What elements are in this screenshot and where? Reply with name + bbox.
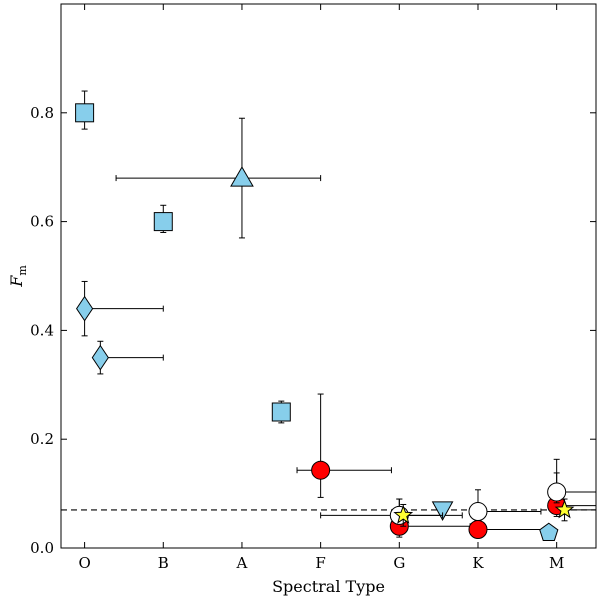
y-axis-label-subscript: m bbox=[16, 265, 29, 276]
circle-point bbox=[468, 502, 488, 522]
circle-point bbox=[547, 482, 567, 502]
y-tick-label: 0.2 bbox=[30, 430, 54, 448]
series-triangle-up bbox=[115, 117, 322, 239]
circle-point bbox=[468, 520, 488, 540]
x-tick-label: K bbox=[472, 554, 484, 572]
series-diamonds bbox=[76, 280, 164, 375]
x-tick-label: A bbox=[236, 554, 248, 572]
y-axis-label: Fm bbox=[7, 265, 29, 288]
x-tick-label: F bbox=[315, 554, 325, 572]
x-tick-label: M bbox=[549, 554, 564, 572]
plot-frame bbox=[60, 3, 597, 549]
square-point bbox=[271, 402, 291, 422]
y-tick-label: 0.4 bbox=[30, 321, 54, 339]
triangle-down-point bbox=[431, 501, 454, 521]
star-point bbox=[393, 504, 414, 524]
x-tick-label: G bbox=[393, 554, 405, 572]
x-tick-label: O bbox=[78, 554, 90, 572]
diamond-point bbox=[91, 344, 109, 371]
x-axis-label: Spectral Type bbox=[272, 577, 385, 596]
series-pentagon bbox=[539, 522, 559, 541]
axis-layer: O B A F G K M 0.0 0.2 0.4 0.6 0.8 bbox=[30, 4, 596, 572]
plot-layer bbox=[61, 90, 597, 541]
circle-point bbox=[311, 460, 331, 480]
square-point bbox=[75, 103, 95, 123]
series-stars bbox=[393, 498, 597, 527]
series-red-circles bbox=[296, 393, 597, 540]
y-axis-label-main: F bbox=[7, 275, 26, 288]
triangle-up-point bbox=[230, 166, 254, 187]
series-squares bbox=[75, 90, 291, 424]
series-triangle-down bbox=[431, 501, 454, 521]
square-point bbox=[153, 212, 173, 232]
x-tick-label: B bbox=[158, 554, 169, 572]
y-tick-label: 0.8 bbox=[30, 104, 54, 122]
star-point bbox=[554, 499, 575, 519]
pentagon-point bbox=[539, 522, 559, 541]
y-tick-label: 0.0 bbox=[30, 539, 54, 557]
diamond-point bbox=[76, 295, 94, 322]
y-tick-label: 0.6 bbox=[30, 213, 54, 231]
